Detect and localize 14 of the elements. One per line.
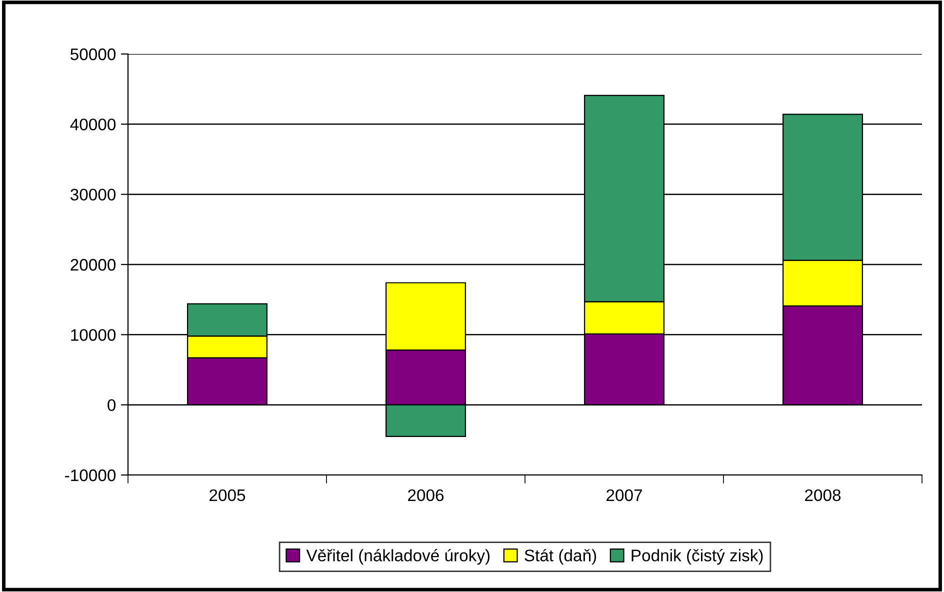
legend-label: Podnik (čistý zisk) bbox=[632, 548, 763, 565]
y-tick-label: 10000 bbox=[71, 329, 116, 341]
y-tick-label: -10000 bbox=[65, 469, 116, 482]
legend-label: Věřitel (nákladové úroky) bbox=[306, 548, 490, 565]
x-tick-label: 2007 bbox=[606, 489, 642, 502]
y-tick-label: 40000 bbox=[70, 118, 116, 130]
legend-label: Stát (daň) bbox=[524, 548, 596, 565]
y-tick-label: 20000 bbox=[70, 258, 116, 271]
y-tick-label: 0 bbox=[108, 399, 116, 412]
x-tick-label: 2008 bbox=[805, 489, 841, 502]
x-tick-label: 2005 bbox=[210, 489, 246, 502]
x-tick-label: 2006 bbox=[408, 489, 444, 502]
y-tick-label: 50000 bbox=[70, 48, 116, 60]
y-tick-label: 30000 bbox=[70, 188, 116, 201]
